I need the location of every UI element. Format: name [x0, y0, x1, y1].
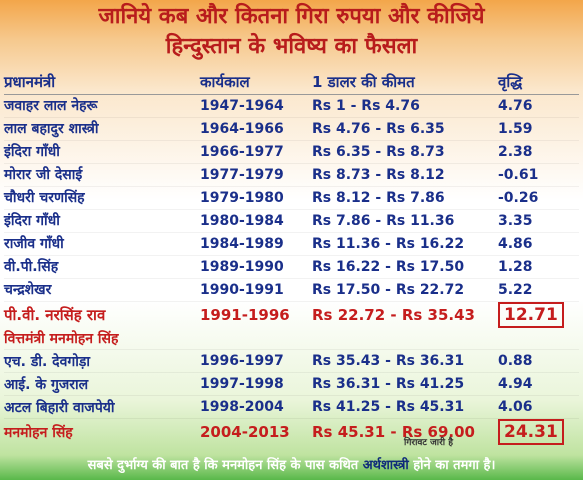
- pm-name: वी.पी.सिंह: [4, 254, 200, 278]
- growth: 0.88: [498, 349, 579, 373]
- table-row: इंदिरा गाँधी 1966-1977 Rs 6.35 - Rs 8.73…: [4, 139, 579, 163]
- table-row: आई. के गुजराल 1997-1998 Rs 36.31 - Rs 41…: [4, 372, 579, 396]
- rate: Rs 22.72 - Rs 35.43: [312, 300, 498, 328]
- pm-name: इंदिरा गाँधी: [4, 139, 200, 163]
- rate: Rs 8.73 - Rs 8.12: [312, 162, 498, 186]
- growth: 1.28: [498, 254, 579, 278]
- term: 1979-1980: [200, 185, 312, 209]
- term: 1997-1998: [200, 372, 312, 396]
- table-row: लाल बहादुर शास्त्री 1964-1966 Rs 4.76 - …: [4, 116, 579, 140]
- growth: 4.76: [498, 93, 579, 117]
- rate: Rs 11.36 - Rs 16.22: [312, 231, 498, 255]
- finance-minister-note: वित्तमंत्री मनमोहन सिंह: [4, 330, 119, 347]
- header-rate: 1 डालर की कीमत: [312, 70, 498, 95]
- header-growth: वृद्धि: [498, 70, 579, 95]
- rate: Rs 8.12 - Rs 7.86: [312, 185, 498, 209]
- rate: Rs 16.22 - Rs 17.50: [312, 254, 498, 278]
- footer-text: सबसे दुर्भाग्य की बात है कि मनमोहन सिंह …: [0, 455, 583, 473]
- growth-boxed: 12.71: [498, 301, 564, 328]
- growth: 1.59: [498, 116, 579, 140]
- pm-name: इंदिरा गाँधी: [4, 208, 200, 232]
- growth: 4.94: [498, 372, 579, 396]
- rate: Rs 41.25 - Rs 45.31: [312, 395, 498, 419]
- footer-emph: अर्थशास्त्री: [362, 458, 409, 473]
- pm-name: चन्द्रशेखर: [4, 277, 200, 301]
- term: 1998-2004: [200, 395, 312, 419]
- growth-cell: 12.71: [498, 300, 579, 328]
- term: 1947-1964: [200, 93, 312, 117]
- title-line-1: जानिये कब और कितना गिरा रुपया और कीजिये: [98, 4, 485, 29]
- pm-name: अटल बिहारी वाजपेयी: [4, 395, 200, 419]
- footer-part1: सबसे दुर्भाग्य की बात है कि मनमोहन सिंह …: [87, 458, 363, 473]
- pm-name: मोरार जी देसाई: [4, 162, 200, 186]
- table-row: चौधरी चरणसिंह 1979-1980 Rs 8.12 - Rs 7.8…: [4, 185, 579, 209]
- term: 1966-1977: [200, 139, 312, 163]
- rate: Rs 6.35 - Rs 8.73: [312, 139, 498, 163]
- growth: 5.22: [498, 277, 579, 301]
- finance-minister-row: वित्तमंत्री मनमोहन सिंह: [4, 328, 579, 350]
- pm-name: राजीव गाँधी: [4, 231, 200, 255]
- rate: Rs 4.76 - Rs 6.35: [312, 116, 498, 140]
- highlight-row-manmohan: मनमोहन सिंह 2004-2013 Rs 45.31 - Rs 69.0…: [4, 418, 579, 445]
- rate: Rs 17.50 - Rs 22.72: [312, 277, 498, 301]
- table-row: मोरार जी देसाई 1977-1979 Rs 8.73 - Rs 8.…: [4, 162, 579, 186]
- table-row: जवाहर लाल नेहरू 1947-1964 Rs 1 - Rs 4.76…: [4, 93, 579, 117]
- highlight-row-narasimha: पी.वी. नरसिंह राव 1991-1996 Rs 22.72 - R…: [4, 300, 579, 328]
- term: 1989-1990: [200, 254, 312, 278]
- term: 1984-1989: [200, 231, 312, 255]
- growth: -0.61: [498, 162, 579, 186]
- header-term: कार्यकाल: [200, 70, 312, 95]
- growth: 2.38: [498, 139, 579, 163]
- table-row: एच. डी. देवगोड़ा 1996-1997 Rs 35.43 - Rs…: [4, 349, 579, 373]
- table-row: इंदिरा गाँधी 1980-1984 Rs 7.86 - Rs 11.3…: [4, 208, 579, 232]
- growth: 3.35: [498, 208, 579, 232]
- growth-cell: 24.31: [498, 418, 579, 445]
- rate: Rs 36.31 - Rs 41.25: [312, 372, 498, 396]
- pm-name: एच. डी. देवगोड़ा: [4, 349, 200, 373]
- rate: Rs 45.31 - Rs 69.00: [312, 418, 498, 445]
- term: 1990-1991: [200, 277, 312, 301]
- pm-name: चौधरी चरणसिंह: [4, 185, 200, 209]
- pm-name: लाल बहादुर शास्त्री: [4, 116, 200, 140]
- term: 1964-1966: [200, 116, 312, 140]
- title-line-2: हिन्दुस्तान के भविष्य का फैसला: [165, 34, 418, 59]
- pm-name: आई. के गुजराल: [4, 372, 200, 396]
- pm-name: मनमोहन सिंह: [4, 418, 200, 445]
- term: 1996-1997: [200, 349, 312, 373]
- growth: 4.06: [498, 395, 579, 419]
- term: 1991-1996: [200, 300, 312, 328]
- term: 1980-1984: [200, 208, 312, 232]
- page-title: जानिये कब और कितना गिरा रुपया और कीजिये …: [0, 2, 583, 62]
- table-row: वी.पी.सिंह 1989-1990 Rs 16.22 - Rs 17.50…: [4, 254, 579, 278]
- header-row: प्रधानमंत्री कार्यकाल 1 डालर की कीमत वृद…: [4, 70, 579, 95]
- table-row: चन्द्रशेखर 1990-1991 Rs 17.50 - Rs 22.72…: [4, 277, 579, 301]
- growth: -0.26: [498, 185, 579, 209]
- term: 1977-1979: [200, 162, 312, 186]
- pm-name: जवाहर लाल नेहरू: [4, 93, 200, 117]
- term: 2004-2013: [200, 418, 312, 445]
- rate: Rs 35.43 - Rs 36.31: [312, 349, 498, 373]
- pm-name: पी.वी. नरसिंह राव: [4, 300, 200, 328]
- rate: Rs 7.86 - Rs 11.36: [312, 208, 498, 232]
- table-row: राजीव गाँधी 1984-1989 Rs 11.36 - Rs 16.2…: [4, 231, 579, 255]
- rate: Rs 1 - Rs 4.76: [312, 93, 498, 117]
- decline-note: गिरावट जारी है: [404, 438, 454, 448]
- growth: 4.86: [498, 231, 579, 255]
- table-row: अटल बिहारी वाजपेयी 1998-2004 Rs 41.25 - …: [4, 395, 579, 419]
- header-pm: प्रधानमंत्री: [4, 70, 200, 95]
- rupee-table: प्रधानमंत्री कार्यकाल 1 डालर की कीमत वृद…: [4, 70, 579, 445]
- growth-boxed: 24.31: [498, 419, 564, 445]
- footer-part2: होने का तमगा है।: [408, 458, 496, 473]
